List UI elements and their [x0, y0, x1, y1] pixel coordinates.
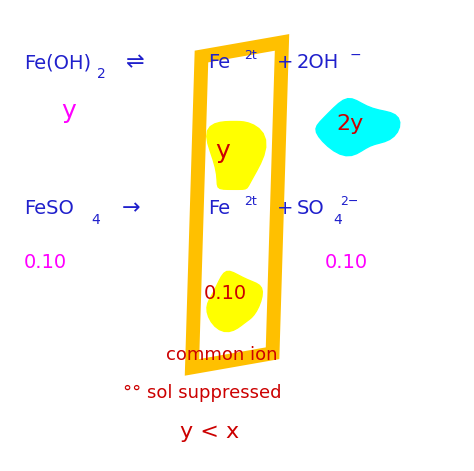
Text: 4: 4: [333, 213, 342, 227]
Text: −: −: [350, 48, 362, 62]
Text: Fe(OH): Fe(OH): [24, 53, 91, 72]
Text: y < x: y < x: [180, 422, 239, 442]
Text: 2: 2: [97, 67, 106, 81]
Polygon shape: [192, 42, 282, 367]
Text: common ion: common ion: [166, 346, 277, 364]
Text: 4: 4: [91, 213, 100, 227]
Text: +: +: [277, 53, 294, 72]
Text: 2OH: 2OH: [296, 53, 338, 72]
Text: FeSO: FeSO: [24, 199, 73, 218]
Text: Fe: Fe: [209, 53, 231, 72]
Polygon shape: [207, 122, 266, 189]
Polygon shape: [316, 98, 400, 156]
Polygon shape: [207, 271, 262, 332]
Text: 0.10: 0.10: [325, 253, 368, 272]
Text: +: +: [277, 199, 294, 218]
Text: Fe: Fe: [209, 199, 231, 218]
Text: y: y: [62, 99, 76, 123]
Text: 2y: 2y: [337, 114, 364, 133]
Text: 0.10: 0.10: [204, 284, 247, 303]
Text: ⇌: ⇌: [126, 52, 144, 72]
Text: 2t: 2t: [244, 49, 257, 62]
Text: SO: SO: [296, 199, 324, 218]
Text: 2−: 2−: [340, 195, 359, 208]
Text: 0.10: 0.10: [24, 253, 67, 272]
Text: °° sol suppressed: °° sol suppressed: [123, 384, 282, 402]
Text: y: y: [216, 139, 230, 163]
Text: →: →: [122, 198, 140, 218]
Text: 2t: 2t: [244, 195, 257, 208]
